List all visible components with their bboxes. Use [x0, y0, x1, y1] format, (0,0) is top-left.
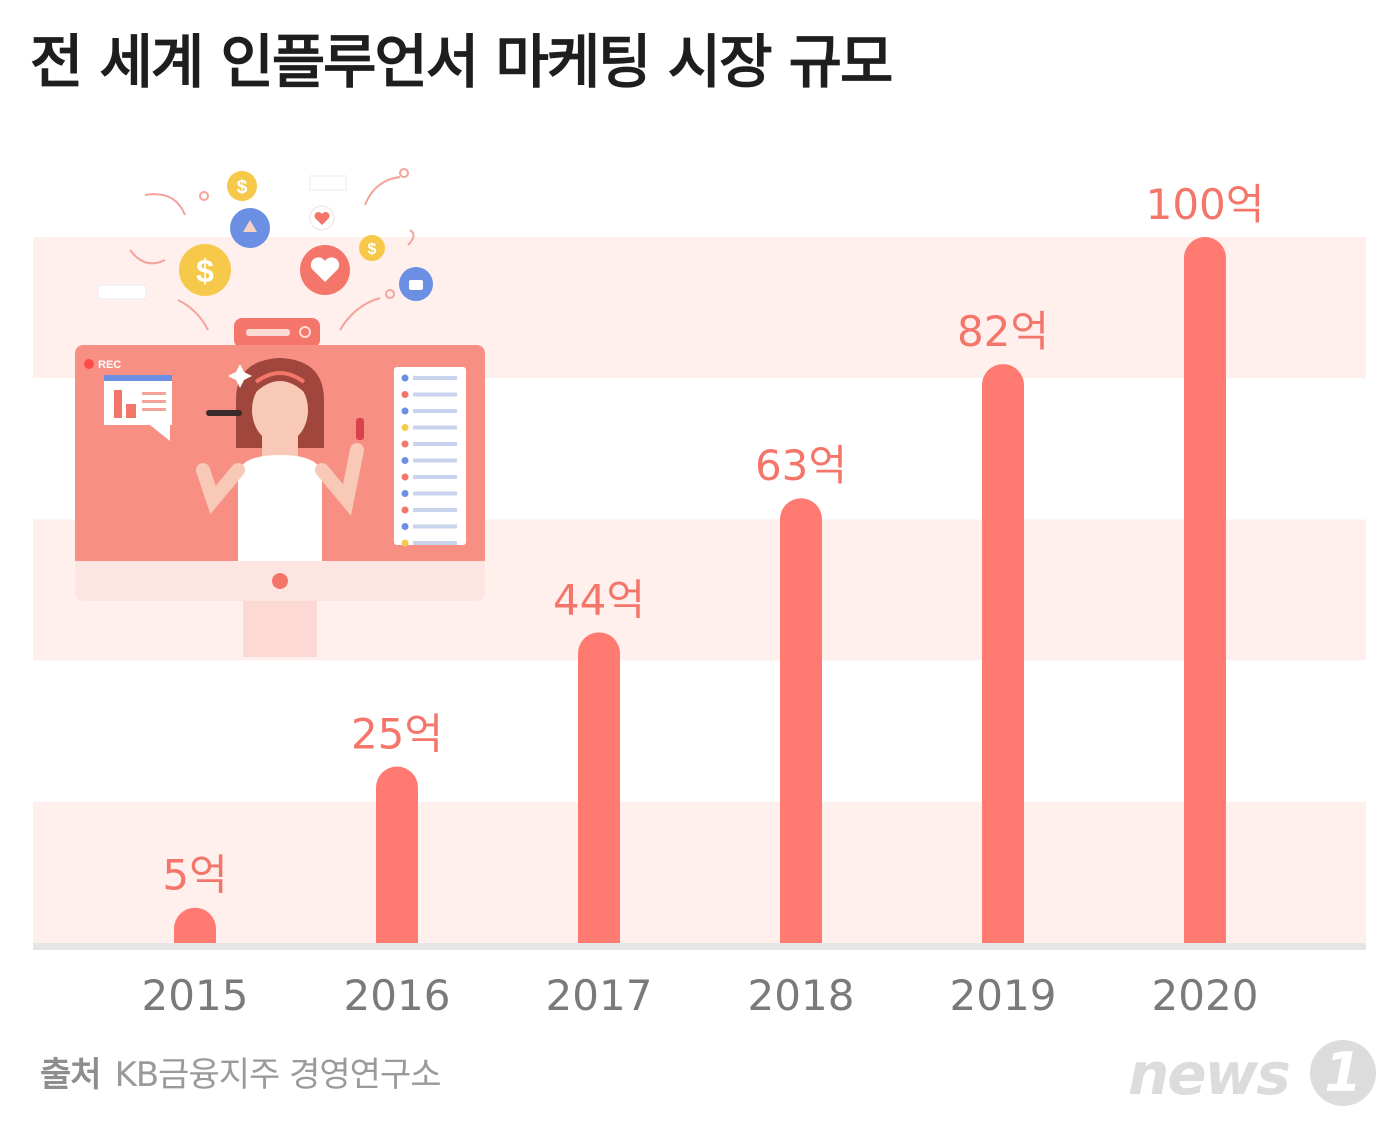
tick-label-2018: 2018: [748, 971, 855, 1020]
power-button: [272, 573, 288, 589]
tick-label-2020: 2020: [1152, 971, 1259, 1020]
band: [33, 801, 1366, 943]
data-label-2015: 5억: [162, 851, 227, 900]
x-axis-baseline: [33, 943, 1366, 950]
rec-icon: [84, 359, 94, 369]
coin-icon: $: [368, 241, 377, 258]
data-label-2018: 63억: [755, 441, 847, 490]
coin-icon: [359, 235, 385, 261]
x-axis-ticks: 2015 2016 2017 2018 2019 2020: [142, 971, 1259, 1020]
data-label-2017: 44억: [553, 575, 645, 624]
bar-2016: [376, 766, 418, 943]
coin-icon: $: [237, 177, 248, 198]
data-label-2020: 100억: [1146, 180, 1265, 229]
coin-icon: [179, 244, 231, 296]
bar-2017: [578, 632, 620, 943]
source-text: KB금융지주 경영연구소: [114, 1055, 442, 1095]
person-face: [252, 376, 308, 444]
data-label-2016: 25억: [351, 710, 443, 759]
influencer-illustration: $ $ $ REC: [75, 168, 485, 657]
rec-label: REC: [98, 359, 121, 371]
bar-2020: [1184, 237, 1226, 943]
source-label: 출처: [40, 1055, 102, 1095]
monitor-stand: [243, 600, 317, 657]
coin-icon: $: [196, 253, 214, 289]
bar-2015: [174, 907, 216, 943]
logo-text: news: [1128, 1040, 1291, 1108]
bar-2018: [780, 498, 822, 943]
tick-label-2017: 2017: [546, 971, 653, 1020]
logo-badge: 1: [1310, 1040, 1376, 1106]
data-labels: 5억 25억 44억 63억 82억 100억: [162, 180, 1264, 900]
bar-2019: [982, 364, 1024, 943]
tick-label-2019: 2019: [950, 971, 1057, 1020]
coin-icon: [227, 171, 257, 201]
tick-label-2016: 2016: [344, 971, 451, 1020]
news1-logo: news 1: [1128, 1036, 1378, 1112]
data-label-2019: 82억: [957, 307, 1049, 356]
tick-label-2015: 2015: [142, 971, 249, 1020]
chart-title: 전 세계 인플루언서 마케팅 시장 규모: [30, 28, 893, 96]
source-note: 출처 KB금융지주 경영연구소: [40, 1050, 442, 1100]
bars: [174, 237, 1226, 943]
